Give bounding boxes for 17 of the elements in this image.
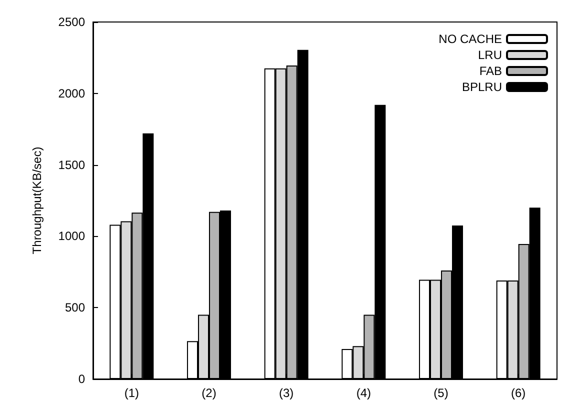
legend-label: BPLRU <box>462 80 502 94</box>
y-tick-label: 1500 <box>58 158 86 172</box>
y-tick-label: 2500 <box>58 15 86 29</box>
y-tick-label: 500 <box>64 300 86 315</box>
x-tick-label: (3) <box>278 386 294 400</box>
legend-label: LRU <box>478 48 502 62</box>
y-tick-label: 1000 <box>58 229 86 244</box>
x-tick-label: (5) <box>434 386 448 400</box>
x-tick-label: (6) <box>510 386 526 400</box>
legend-label: FAB <box>479 64 502 78</box>
x-tick-label: (4) <box>356 386 372 400</box>
x-tick-label: (1) <box>124 386 140 400</box>
x-tick-label: (2) <box>202 386 216 400</box>
y-axis-title: Throughput(KB/sec) <box>30 146 44 254</box>
y-tick-label: 0 <box>78 372 86 386</box>
legend-label: NO CACHE <box>438 32 502 46</box>
y-tick-label: 2000 <box>58 86 86 100</box>
